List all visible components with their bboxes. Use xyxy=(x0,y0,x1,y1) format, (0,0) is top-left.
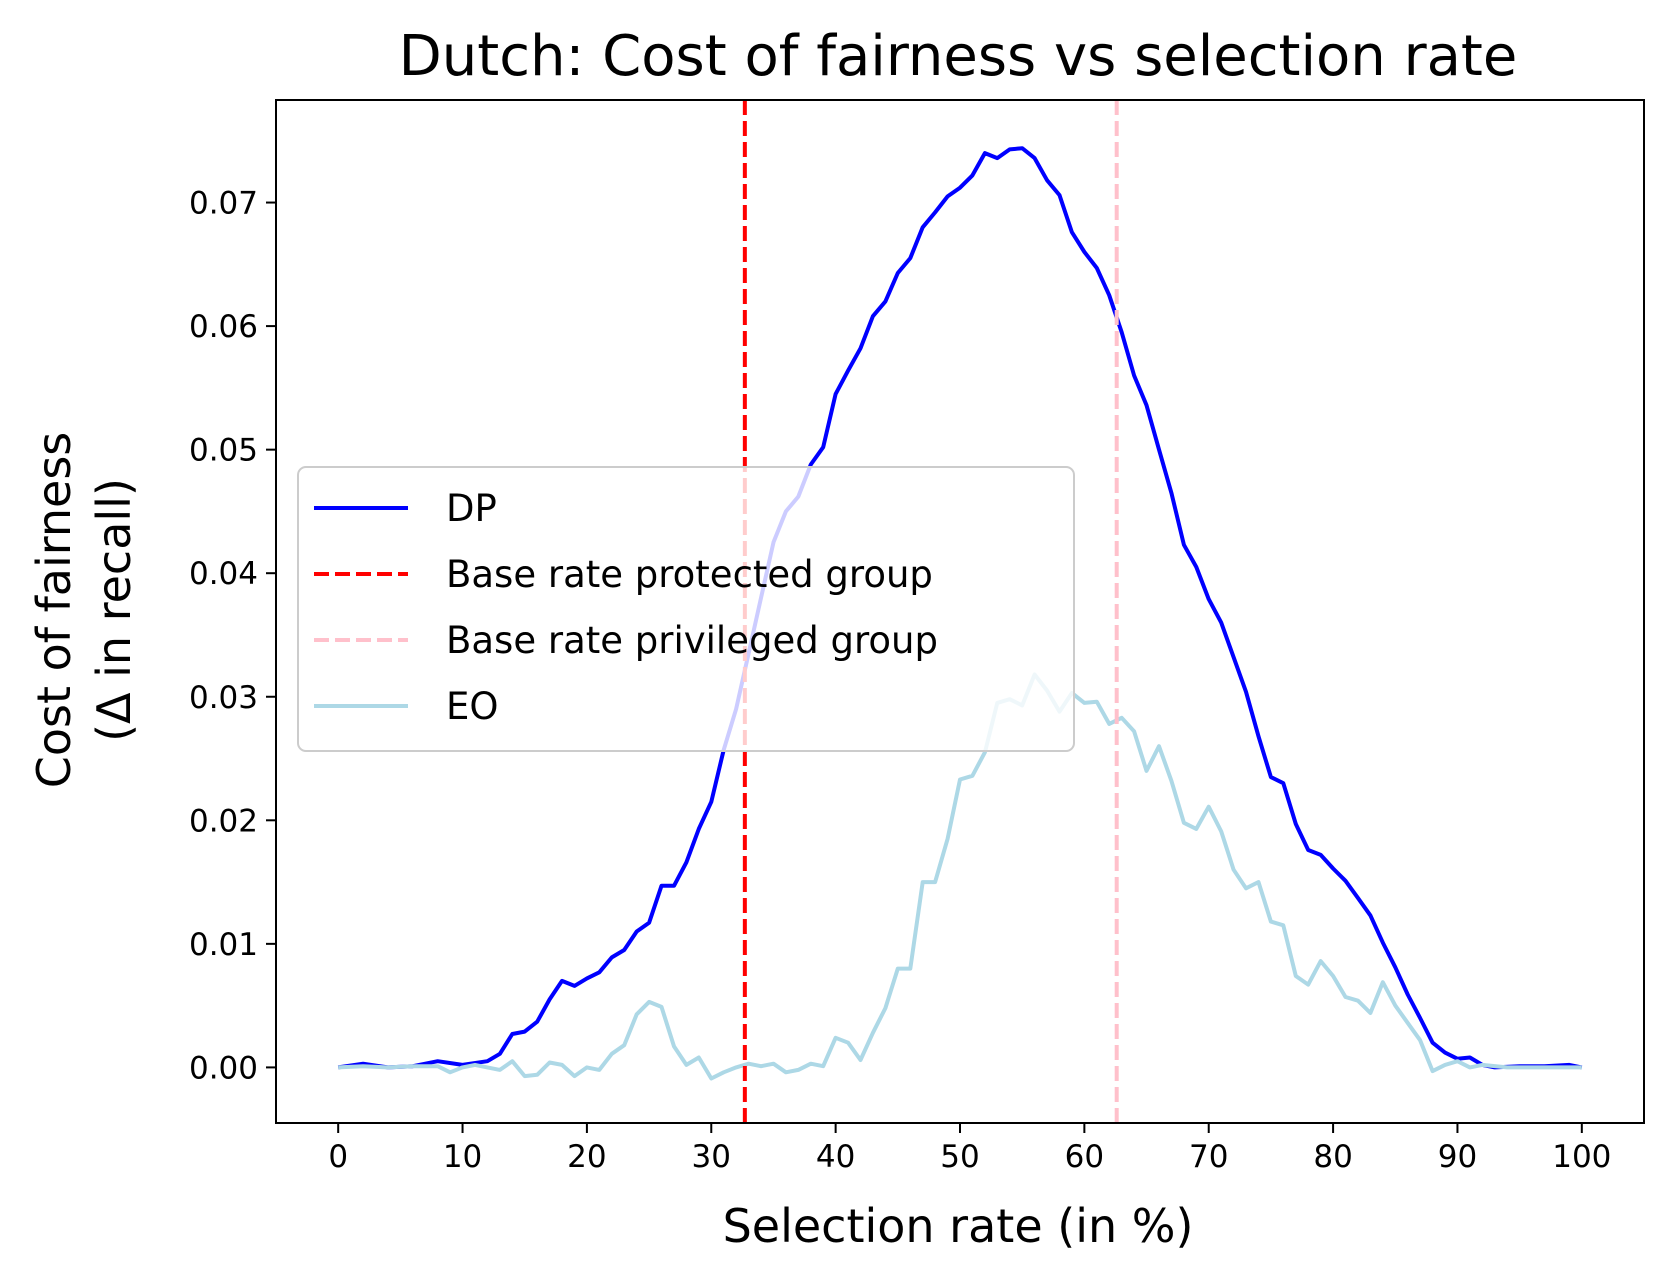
y-tick-label: 0.02 xyxy=(189,803,258,839)
x-axis: 0 10 20 30 40 50 60 70 80 90 100 xyxy=(328,1123,1611,1175)
y-tick-label: 0.01 xyxy=(189,927,258,963)
legend-label-privileged: Base rate privileged group xyxy=(446,619,938,662)
x-tick-label: 50 xyxy=(940,1139,979,1175)
x-tick-label: 80 xyxy=(1313,1139,1352,1175)
series-line-dp xyxy=(337,146,1583,1070)
y-tick-label: 0.00 xyxy=(189,1050,258,1086)
x-tick-label: 60 xyxy=(1065,1139,1104,1175)
legend: DP Base rate protected group Base rate p… xyxy=(297,466,1075,752)
series-line-eo xyxy=(338,672,1582,1081)
legend-box xyxy=(297,466,1075,752)
legend-label-protected: Base rate protected group xyxy=(446,553,933,596)
x-tick-label: 90 xyxy=(1438,1139,1477,1175)
x-tick-label: 20 xyxy=(567,1139,606,1175)
x-tick-label: 30 xyxy=(692,1139,731,1175)
x-axis-label: Selection rate (in %) xyxy=(723,1199,1194,1253)
x-tick-label: 100 xyxy=(1552,1139,1611,1175)
y-axis-label-line-1: Cost of fairness xyxy=(27,432,81,789)
x-tick-label: 10 xyxy=(443,1139,482,1175)
y-tick-label: 0.03 xyxy=(189,680,258,716)
x-tick-label: 70 xyxy=(1189,1139,1228,1175)
y-axis-label: Cost of fairness (Δ in recall) xyxy=(27,432,141,789)
y-tick-label: 0.06 xyxy=(189,309,258,345)
y-axis-label-line-2: (Δ in recall) xyxy=(87,478,141,742)
chart-title: Dutch: Cost of fairness vs selection rat… xyxy=(399,24,1518,89)
x-tick-label: 40 xyxy=(816,1139,855,1175)
y-tick-label: 0.04 xyxy=(189,556,258,592)
legend-label-dp: DP xyxy=(446,487,497,530)
y-axis: 0.00 0.01 0.02 0.03 0.04 0.05 0.06 0.07 xyxy=(189,186,276,1086)
x-tick-label: 0 xyxy=(328,1139,348,1175)
y-tick-label: 0.07 xyxy=(189,186,258,222)
legend-label-eo: EO xyxy=(446,685,499,728)
y-tick-label: 0.05 xyxy=(189,433,258,469)
